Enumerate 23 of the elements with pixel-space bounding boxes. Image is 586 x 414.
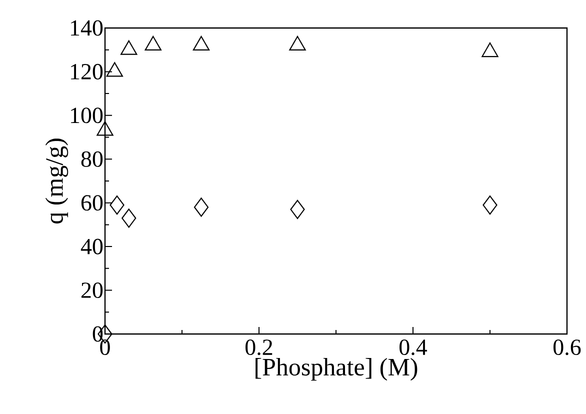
point — [144, 36, 162, 51]
y-tick-label: 60 — [81, 195, 103, 211]
x-tick-label: 0.2 — [246, 340, 272, 356]
y-tick-label: 100 — [70, 108, 103, 124]
y-tick-label: 40 — [80, 238, 103, 254]
y-tick-label: 80 — [81, 151, 103, 167]
point — [110, 195, 124, 215]
y-tick-label: 20 — [81, 282, 103, 298]
x-tick-label: 0.6 — [553, 340, 581, 356]
point — [290, 200, 305, 219]
y-tick-label: 120 — [70, 64, 103, 80]
x-axis-title: [Phosphate] (M) — [256, 358, 418, 381]
point — [122, 208, 136, 228]
y-axis-title: q (mg/g) — [45, 138, 68, 224]
x-tick-label: 0.4 — [400, 340, 428, 356]
point — [120, 40, 138, 55]
point — [482, 195, 498, 215]
point — [482, 42, 498, 58]
point — [194, 198, 209, 217]
point — [192, 36, 210, 51]
point — [106, 62, 123, 77]
point — [289, 36, 306, 51]
y-tick-label: 140 — [70, 20, 103, 36]
